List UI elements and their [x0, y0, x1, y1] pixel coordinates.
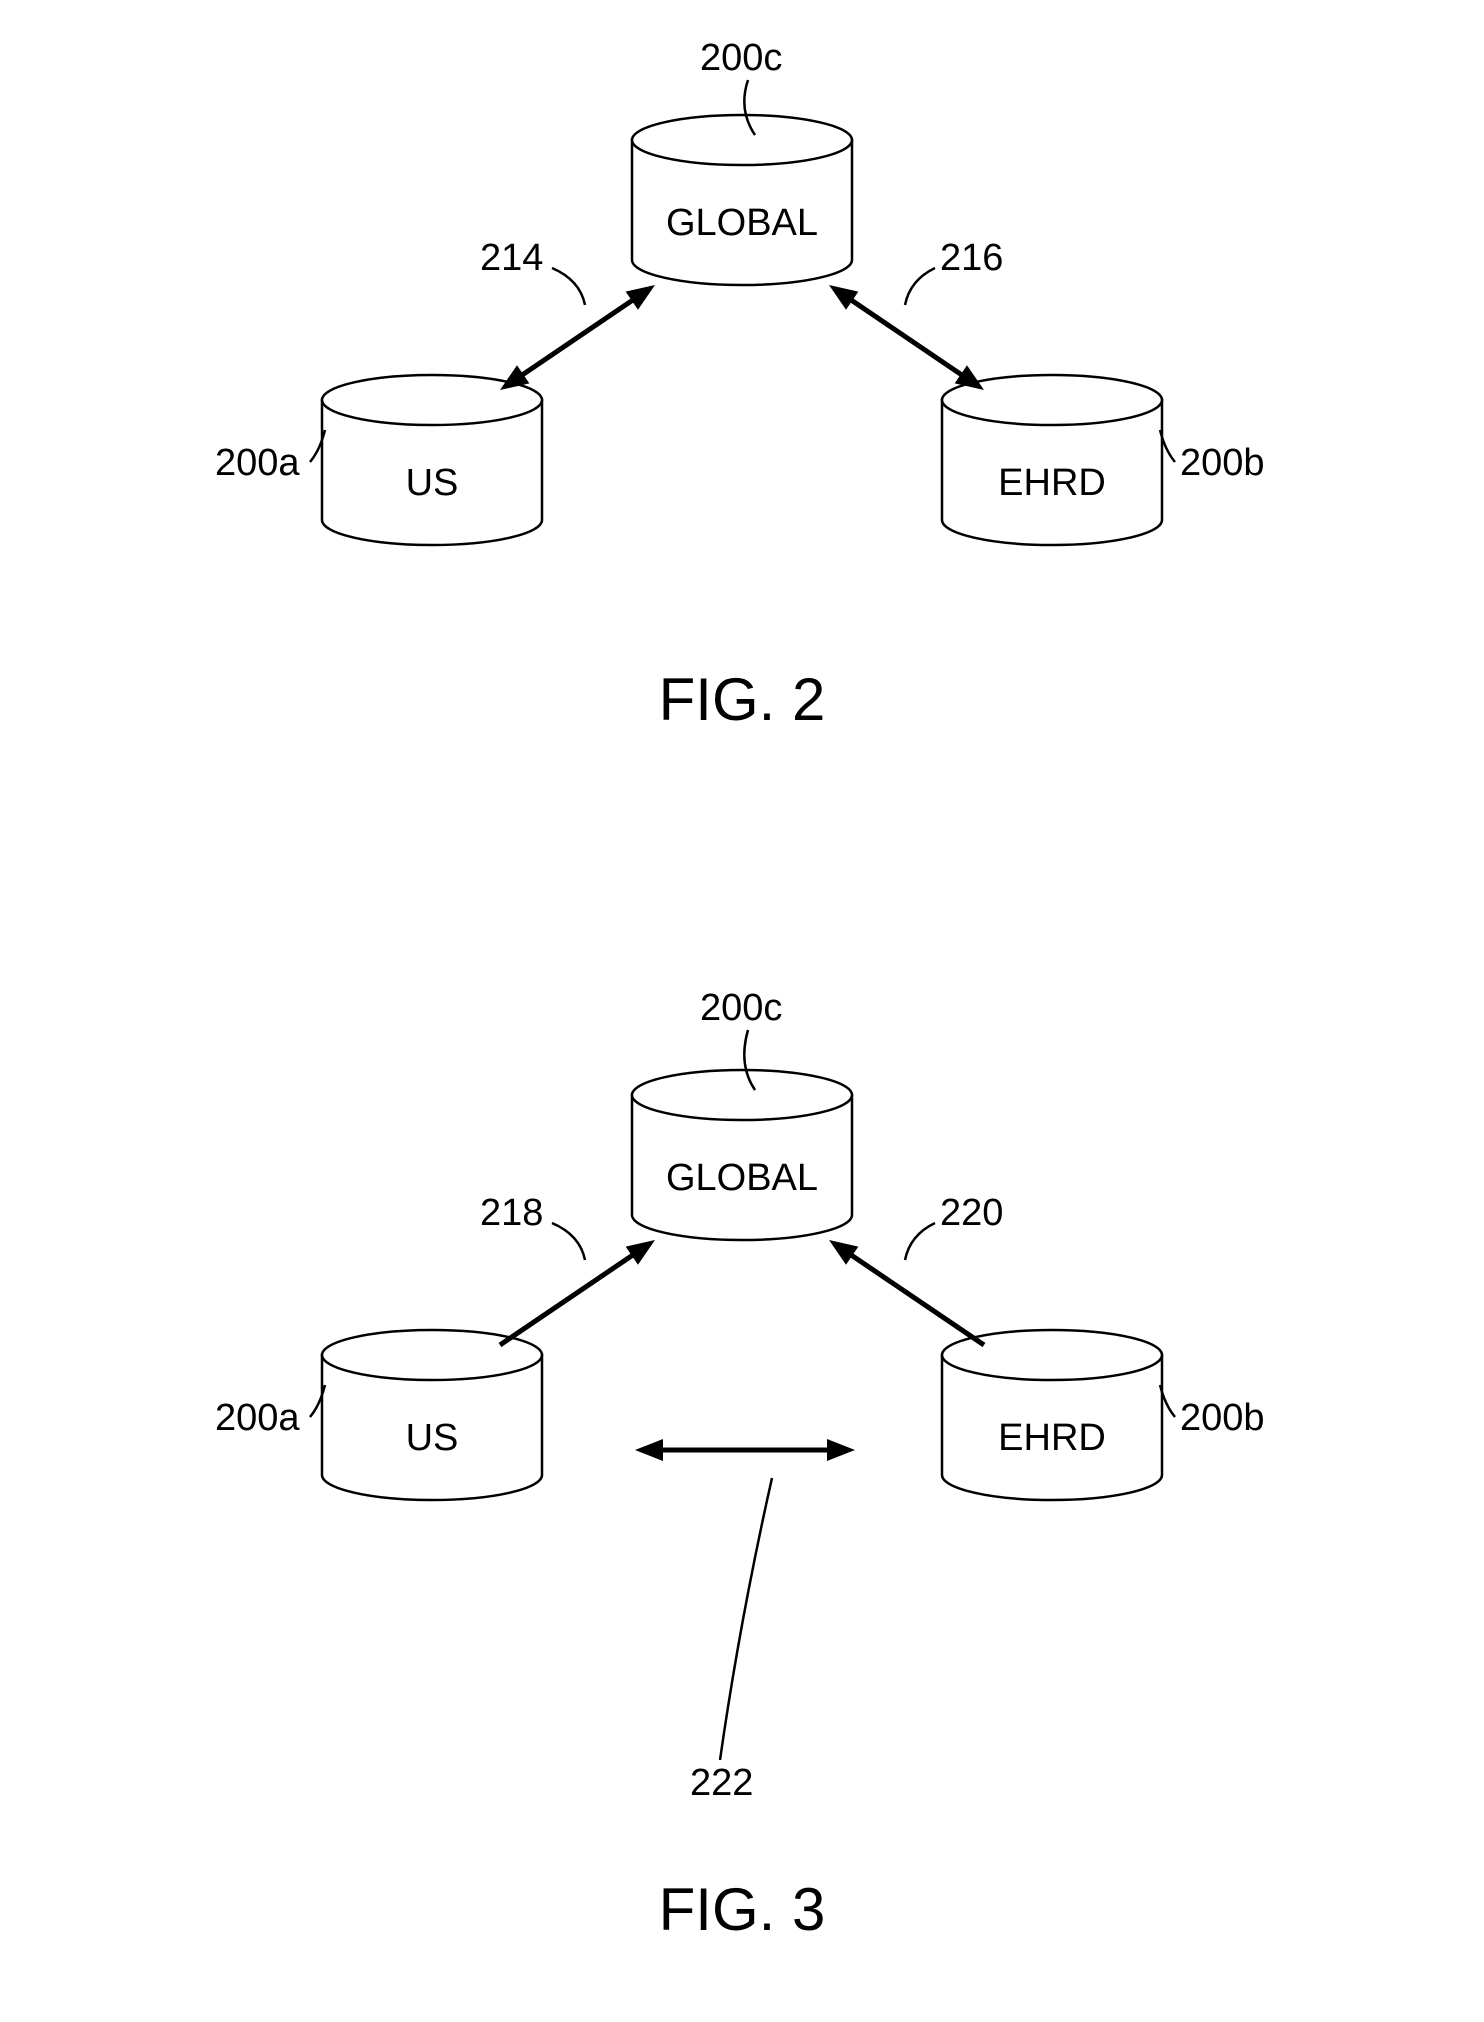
ref-200b: 200b — [1160, 1385, 1265, 1439]
cylinder-global: GLOBAL — [632, 115, 852, 285]
fig2-caption: FIG. 2 — [659, 666, 826, 733]
fig3-caption: FIG. 3 — [659, 1876, 826, 1943]
ref-label-text: 218 — [480, 1192, 543, 1234]
ref-200a: 200a — [215, 1385, 325, 1439]
ref-200b: 200b — [1160, 430, 1265, 484]
ref-200a: 200a — [215, 430, 325, 484]
cylinder-ehrd: EHRD — [942, 1330, 1162, 1500]
cylinder-label-ehrd: EHRD — [998, 462, 1106, 504]
ref-222: 222 — [690, 1478, 772, 1804]
ref-label-text: 200c — [700, 37, 782, 79]
ref-label-text: 216 — [940, 237, 1003, 279]
ref-216: 216 — [905, 237, 1003, 305]
arrow-218 — [500, 1240, 655, 1345]
cylinder-label-us: US — [406, 462, 459, 504]
cylinder-label-global: GLOBAL — [666, 202, 818, 244]
ref-218: 218 — [480, 1192, 585, 1260]
ref-214: 214 — [480, 237, 585, 305]
ref-220: 220 — [905, 1192, 1003, 1260]
cylinder-label-ehrd: EHRD — [998, 1417, 1106, 1459]
cylinder-label-us: US — [406, 1417, 459, 1459]
cylinder-us: US — [322, 375, 542, 545]
cylinder-global: GLOBAL — [632, 1070, 852, 1240]
ref-label-text: 220 — [940, 1192, 1003, 1234]
ref-label-text: 200a — [215, 1397, 300, 1439]
arrow-222 — [635, 1439, 855, 1461]
ref-label-text: 200c — [700, 987, 782, 1029]
ref-label-text: 222 — [690, 1762, 753, 1804]
ref-label-text: 200b — [1180, 442, 1265, 484]
cylinder-ehrd: EHRD — [942, 375, 1162, 545]
cylinder-us: US — [322, 1330, 542, 1500]
ref-label-text: 200b — [1180, 1397, 1265, 1439]
arrow-214 — [500, 285, 655, 390]
ref-label-text: 214 — [480, 237, 543, 279]
ref-label-text: 200a — [215, 442, 300, 484]
cylinder-label-global: GLOBAL — [666, 1157, 818, 1199]
